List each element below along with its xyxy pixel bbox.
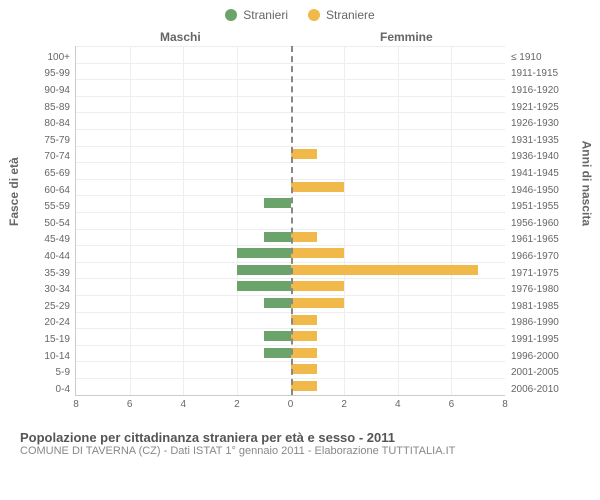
y-axis-label-right: Anni di nascita bbox=[579, 141, 593, 226]
y-tick-birth: 1931-1935 bbox=[505, 135, 559, 146]
y-tick-birth: 1956-1960 bbox=[505, 218, 559, 229]
y-tick-age: 75-79 bbox=[44, 135, 76, 146]
footer-title: Popolazione per cittadinanza straniera p… bbox=[20, 430, 580, 445]
y-tick-age: 70-74 bbox=[44, 151, 76, 162]
y-tick-birth: 1926-1930 bbox=[505, 118, 559, 129]
x-tick: 0 bbox=[288, 395, 294, 410]
y-tick-age: 60-64 bbox=[44, 185, 76, 196]
bar-female bbox=[291, 315, 318, 325]
plot-area: 864202468100+≤ 191095-991911-191590-9419… bbox=[75, 46, 505, 396]
x-tick: 4 bbox=[395, 395, 401, 410]
bar-female bbox=[291, 232, 318, 242]
y-tick-birth: 1941-1945 bbox=[505, 168, 559, 179]
y-tick-age: 15-19 bbox=[44, 334, 76, 345]
bar-female bbox=[291, 281, 345, 291]
y-tick-age: 100+ bbox=[47, 52, 76, 63]
y-tick-birth: 1996-2000 bbox=[505, 351, 559, 362]
y-tick-birth: 2001-2005 bbox=[505, 367, 559, 378]
legend-item-female: Straniere bbox=[308, 8, 375, 22]
y-tick-birth: 1951-1955 bbox=[505, 201, 559, 212]
legend-swatch-female bbox=[308, 9, 320, 21]
y-tick-age: 90-94 bbox=[44, 85, 76, 96]
x-tick: 6 bbox=[449, 395, 455, 410]
y-tick-birth: 2006-2010 bbox=[505, 384, 559, 395]
bar-male bbox=[264, 198, 291, 208]
y-tick-birth: 1976-1980 bbox=[505, 284, 559, 295]
y-tick-birth: 1946-1950 bbox=[505, 185, 559, 196]
y-tick-birth: 1911-1915 bbox=[505, 68, 558, 79]
y-tick-age: 0-4 bbox=[56, 384, 76, 395]
x-tick: 8 bbox=[502, 395, 508, 410]
y-tick-age: 30-34 bbox=[44, 284, 76, 295]
y-tick-birth: 1986-1990 bbox=[505, 317, 559, 328]
y-tick-age: 55-59 bbox=[44, 201, 76, 212]
bar-female bbox=[291, 182, 345, 192]
footer: Popolazione per cittadinanza straniera p… bbox=[20, 430, 580, 457]
y-axis-label-left: Fasce di età bbox=[7, 157, 21, 226]
y-tick-birth: 1971-1975 bbox=[505, 268, 559, 279]
x-tick: 8 bbox=[73, 395, 79, 410]
y-tick-birth: 1916-1920 bbox=[505, 85, 559, 96]
bar-female bbox=[291, 248, 345, 258]
y-tick-age: 50-54 bbox=[44, 218, 76, 229]
bar-male bbox=[237, 265, 291, 275]
bar-male bbox=[264, 331, 291, 341]
bar-female bbox=[291, 265, 479, 275]
y-tick-age: 10-14 bbox=[44, 351, 76, 362]
y-tick-age: 20-24 bbox=[44, 317, 76, 328]
bar-male bbox=[264, 232, 291, 242]
legend: Stranieri Straniere bbox=[0, 0, 600, 26]
y-tick-birth: 1936-1940 bbox=[505, 151, 559, 162]
center-line bbox=[291, 46, 293, 395]
bar-male bbox=[264, 348, 291, 358]
y-tick-age: 45-49 bbox=[44, 234, 76, 245]
y-tick-age: 95-99 bbox=[44, 68, 76, 79]
footer-subtitle: COMUNE DI TAVERNA (CZ) - Dati ISTAT 1° g… bbox=[20, 445, 580, 457]
bar-male bbox=[237, 281, 291, 291]
bar-male bbox=[237, 248, 291, 258]
legend-label-male: Stranieri bbox=[243, 8, 288, 22]
bar-female bbox=[291, 381, 318, 391]
y-tick-age: 80-84 bbox=[44, 118, 76, 129]
chart: Maschi Femmine Fasce di età Anni di nasc… bbox=[20, 26, 580, 426]
legend-swatch-male bbox=[225, 9, 237, 21]
x-tick: 6 bbox=[127, 395, 133, 410]
bar-female bbox=[291, 331, 318, 341]
y-tick-age: 65-69 bbox=[44, 168, 76, 179]
y-tick-birth: ≤ 1910 bbox=[505, 52, 542, 63]
y-tick-birth: 1991-1995 bbox=[505, 334, 559, 345]
y-tick-age: 40-44 bbox=[44, 251, 76, 262]
bar-male bbox=[264, 298, 291, 308]
x-tick: 2 bbox=[234, 395, 240, 410]
y-tick-birth: 1921-1925 bbox=[505, 102, 559, 113]
legend-label-female: Straniere bbox=[326, 8, 375, 22]
column-title-female: Femmine bbox=[380, 30, 433, 44]
y-tick-birth: 1961-1965 bbox=[505, 234, 559, 245]
y-tick-birth: 1966-1970 bbox=[505, 251, 559, 262]
x-tick: 2 bbox=[341, 395, 347, 410]
bar-female bbox=[291, 298, 345, 308]
column-title-male: Maschi bbox=[160, 30, 201, 44]
bar-female bbox=[291, 149, 318, 159]
y-tick-age: 35-39 bbox=[44, 268, 76, 279]
y-tick-age: 5-9 bbox=[56, 367, 76, 378]
y-tick-age: 85-89 bbox=[44, 102, 76, 113]
bar-female bbox=[291, 364, 318, 374]
bar-female bbox=[291, 348, 318, 358]
legend-item-male: Stranieri bbox=[225, 8, 288, 22]
y-tick-birth: 1981-1985 bbox=[505, 301, 559, 312]
x-tick: 4 bbox=[180, 395, 186, 410]
y-tick-age: 25-29 bbox=[44, 301, 76, 312]
